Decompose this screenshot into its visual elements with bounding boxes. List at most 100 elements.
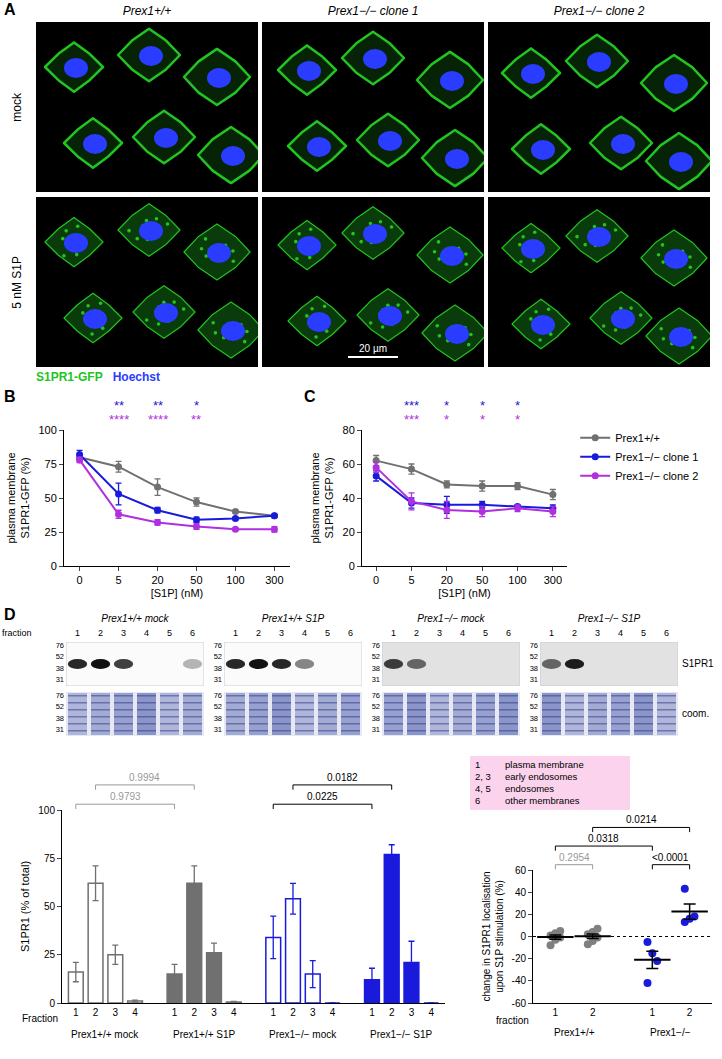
- svg-text:50: 50: [190, 574, 202, 586]
- svg-text:****: ****: [148, 412, 168, 427]
- svg-text:-40: -40: [512, 975, 527, 986]
- svg-text:60: 60: [343, 458, 355, 470]
- svg-text:0.0214: 0.0214: [626, 814, 657, 825]
- html-text:mock: mock: [10, 92, 24, 122]
- svg-text:1: 1: [270, 1007, 276, 1018]
- svg-text:2: 2: [687, 1007, 693, 1018]
- svg-text:20: 20: [515, 909, 527, 920]
- svg-text:50: 50: [44, 901, 56, 912]
- svg-text:Prex1−/− clone 1: Prex1−/− clone 1: [615, 451, 698, 463]
- svg-text:300: 300: [544, 574, 562, 586]
- svg-text:0.9793: 0.9793: [110, 791, 141, 802]
- svg-text:75: 75: [45, 458, 57, 470]
- html-text:Prex1−/− clone 1: Prex1−/− clone 1: [327, 4, 419, 18]
- svg-text:80: 80: [343, 424, 355, 436]
- svg-text:*: *: [480, 398, 485, 413]
- svg-text:20: 20: [441, 574, 453, 586]
- svg-text:fraction: fraction: [496, 1015, 529, 1026]
- svg-text:50: 50: [476, 574, 488, 586]
- svg-text:4: 4: [428, 1007, 434, 1018]
- svg-text:300: 300: [265, 574, 283, 586]
- svg-text:0: 0: [349, 560, 355, 572]
- svg-text:<0.0001: <0.0001: [652, 852, 689, 863]
- svg-text:100: 100: [508, 574, 526, 586]
- svg-text:[S1P] (nM): [S1P] (nM): [151, 587, 204, 599]
- svg-text:[S1P] (nM): [S1P] (nM): [438, 587, 491, 599]
- svg-text:2: 2: [191, 1007, 197, 1018]
- svg-text:**: **: [114, 398, 124, 413]
- svg-text:*: *: [480, 412, 485, 427]
- svg-text:1: 1: [369, 1007, 375, 1018]
- svg-text:5: 5: [115, 574, 121, 586]
- svg-text:3: 3: [310, 1007, 316, 1018]
- svg-text:-60: -60: [512, 998, 527, 1009]
- svg-text:100: 100: [38, 424, 56, 436]
- svg-text:Fraction: Fraction: [22, 1013, 58, 1024]
- html-text:S1PR1-GFP: S1PR1-GFP: [36, 370, 103, 384]
- svg-text:20: 20: [343, 526, 355, 538]
- svg-text:0.2954: 0.2954: [559, 852, 590, 863]
- svg-text:change in S1PR1 localisationup: change in S1PR1 localisationupon S1P sti…: [481, 871, 505, 1001]
- svg-text:-20: -20: [512, 953, 527, 964]
- html-text:Prex1+/+: Prex1+/+: [122, 4, 172, 18]
- svg-text:3: 3: [409, 1007, 415, 1018]
- svg-text:*: *: [515, 398, 520, 413]
- svg-text:4: 4: [132, 1007, 138, 1018]
- svg-text:plasma membraneS1PR1-GFP (%): plasma membraneS1PR1-GFP (%): [309, 452, 335, 543]
- svg-text:0: 0: [49, 998, 55, 1009]
- svg-text:Prex1−/− S1P: Prex1−/− S1P: [370, 1029, 433, 1040]
- svg-text:40: 40: [515, 887, 527, 898]
- svg-text:2: 2: [590, 1007, 596, 1018]
- svg-text:2: 2: [93, 1007, 99, 1018]
- svg-text:100: 100: [226, 574, 244, 586]
- svg-text:Prex1−/−: Prex1−/−: [650, 1027, 691, 1038]
- svg-text:*: *: [444, 398, 449, 413]
- html-text:5 nM S1P: 5 nM S1P: [10, 255, 24, 309]
- svg-text:40: 40: [343, 492, 355, 504]
- svg-text:2: 2: [290, 1007, 296, 1018]
- svg-text:60: 60: [515, 865, 527, 876]
- html-text:Prex1−/− clone 2: Prex1−/− clone 2: [553, 4, 645, 18]
- svg-text:S1PR1 (% of total): S1PR1 (% of total): [19, 861, 31, 952]
- svg-text:25: 25: [44, 949, 56, 960]
- svg-text:75: 75: [44, 853, 56, 864]
- svg-text:5: 5: [408, 574, 414, 586]
- svg-text:**: **: [153, 398, 163, 413]
- svg-text:3: 3: [211, 1007, 217, 1018]
- svg-text:50: 50: [45, 492, 57, 504]
- svg-text:*: *: [444, 412, 449, 427]
- svg-text:**: **: [191, 412, 201, 427]
- svg-text:Prex1−/− mock: Prex1−/− mock: [269, 1029, 337, 1040]
- svg-text:4: 4: [231, 1007, 237, 1018]
- svg-text:Prex1+/+: Prex1+/+: [615, 432, 660, 444]
- svg-text:3: 3: [113, 1007, 119, 1018]
- svg-text:Prex1+/+ S1P: Prex1+/+ S1P: [173, 1029, 236, 1040]
- svg-text:1: 1: [650, 1007, 656, 1018]
- svg-text:1: 1: [73, 1007, 79, 1018]
- svg-text:0.0225: 0.0225: [307, 791, 338, 802]
- svg-text:***: ***: [404, 398, 419, 413]
- svg-text:20: 20: [151, 574, 163, 586]
- svg-text:0: 0: [51, 560, 57, 572]
- svg-text:1: 1: [172, 1007, 178, 1018]
- svg-text:Prex1+/+: Prex1+/+: [554, 1027, 595, 1038]
- svg-text:***: ***: [404, 412, 419, 427]
- svg-text:1: 1: [553, 1007, 559, 1018]
- svg-text:plasma membraneS1PR1-GFP (%): plasma membraneS1PR1-GFP (%): [5, 452, 31, 543]
- svg-text:0: 0: [373, 574, 379, 586]
- svg-text:100: 100: [38, 805, 55, 816]
- svg-text:*: *: [194, 398, 199, 413]
- svg-text:20 µm: 20 µm: [359, 343, 387, 354]
- svg-text:0.9994: 0.9994: [129, 772, 160, 783]
- svg-text:0.0318: 0.0318: [588, 833, 619, 844]
- svg-text:*: *: [515, 412, 520, 427]
- svg-text:2: 2: [389, 1007, 395, 1018]
- svg-text:25: 25: [45, 526, 57, 538]
- svg-text:Prex1−/− clone 2: Prex1−/− clone 2: [615, 470, 698, 482]
- svg-text:0: 0: [77, 574, 83, 586]
- svg-text:Prex1+/+ mock: Prex1+/+ mock: [71, 1029, 139, 1040]
- svg-text:4: 4: [330, 1007, 336, 1018]
- svg-text:0: 0: [520, 931, 526, 942]
- svg-text:****: ****: [109, 412, 129, 427]
- svg-text:0.0182: 0.0182: [327, 772, 358, 783]
